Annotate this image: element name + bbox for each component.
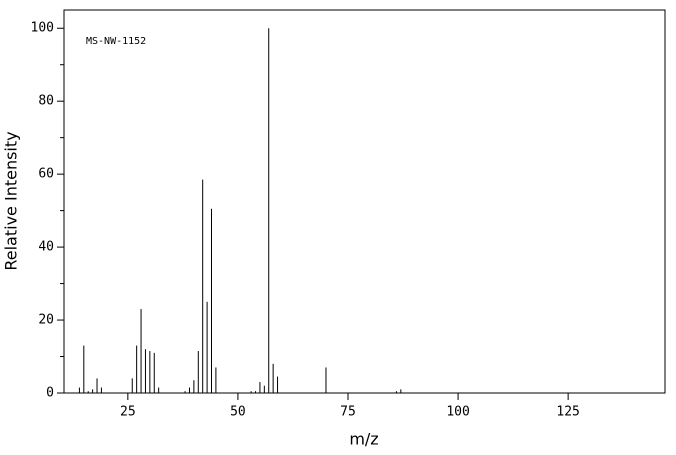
y-tick-label: 20: [38, 313, 54, 328]
y-tick-label: 60: [38, 167, 54, 182]
plot-frame: [63, 9, 666, 394]
x-tick-label: 25: [120, 405, 136, 420]
x-tick-label: 100: [446, 405, 469, 420]
y-tick-label: 40: [38, 240, 54, 255]
x-axis-label: m/z: [349, 430, 378, 449]
x-tick-label: 125: [556, 405, 579, 420]
y-axis-label: Relative Intensity: [2, 131, 21, 270]
x-tick-label: 75: [340, 405, 356, 420]
y-tick-label: 80: [38, 94, 54, 109]
y-tick-label: 0: [46, 386, 54, 401]
y-tick-label: 100: [31, 21, 54, 36]
annotation: MS-NW-1152: [86, 36, 146, 47]
x-tick-label: 50: [230, 405, 246, 420]
